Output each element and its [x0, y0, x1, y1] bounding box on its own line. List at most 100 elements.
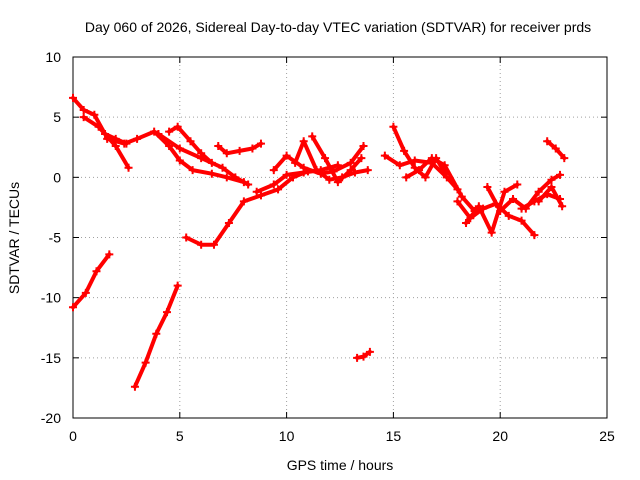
x-tick-label-5: 5	[176, 428, 184, 444]
y-tick-label-10: 10	[45, 49, 61, 65]
y-tick-label-5: 5	[53, 109, 61, 125]
data-point-pass-a-1	[79, 105, 88, 114]
data-point-pass-h-0	[252, 187, 261, 196]
series-pass-n	[404, 156, 477, 213]
data-point-pass-a-2	[90, 110, 99, 119]
data-point-pass-v-4	[173, 281, 182, 290]
data-point-pass-l-3	[421, 173, 430, 182]
data-point-pass-g-4	[239, 197, 248, 206]
data-point-pass-t-0	[543, 137, 552, 146]
data-point-pass-u-1	[81, 288, 90, 297]
series-pass-a	[71, 95, 129, 146]
data-point-pass-q-1	[496, 207, 505, 216]
data-point-pass-q-0	[483, 182, 492, 191]
x-tick-label-20: 20	[492, 428, 508, 444]
data-point-pass-f-4	[256, 139, 265, 148]
axes	[72, 56, 608, 419]
data-point-pass-g-5	[256, 191, 265, 200]
data-point-pass-p-3	[500, 187, 509, 196]
y-tick-label--5: -5	[49, 230, 62, 246]
data-point-pass-k-4	[357, 154, 366, 163]
data-point-pass-d-3	[218, 163, 227, 172]
data-point-pass-c-0	[103, 134, 112, 143]
data-point-pass-o-4	[504, 211, 513, 220]
data-point-pass-m-0	[380, 151, 389, 160]
data-point-pass-r-0	[517, 204, 526, 213]
data-point-pass-s-0	[534, 197, 543, 206]
data-point-pass-j-5	[350, 168, 359, 177]
data-point-pass-f-0	[214, 142, 223, 151]
data-point-pass-u-2	[92, 267, 101, 276]
data-point-pass-e-1	[173, 122, 182, 131]
data-point-pass-i-1	[282, 151, 291, 160]
data-point-pass-g-0	[182, 233, 191, 242]
data-point-pass-q-6	[556, 170, 565, 179]
data-point-pass-e-0	[165, 127, 174, 136]
y-axis-label: SDTVAR / TECUs	[6, 182, 22, 294]
data-point-pass-i-0	[269, 166, 278, 175]
series-pass-u	[71, 252, 112, 310]
chart-title: Day 060 of 2026, Sidereal Day-to-day VTE…	[85, 19, 591, 35]
data-point-pass-o-5	[517, 216, 526, 225]
data-point-pass-d-0	[154, 130, 163, 139]
data-point-pass-h-2	[282, 170, 291, 179]
data-point-pass-b-0	[79, 113, 88, 122]
data-point-pass-e-4	[207, 158, 216, 167]
x-tick-label-15: 15	[386, 428, 402, 444]
data-point-pass-u-3	[105, 250, 114, 259]
data-point-pass-h-1	[269, 180, 278, 189]
data-point-pass-k-1	[321, 154, 330, 163]
data-point-pass-i-5	[346, 158, 355, 167]
data-point-pass-k-3	[346, 166, 355, 175]
data-point-pass-l-1	[400, 146, 409, 155]
data-point-pass-n-0	[402, 173, 411, 182]
data-point-pass-v-3	[162, 308, 171, 317]
x-tick-label-10: 10	[279, 428, 295, 444]
y-tick-label-0: 0	[53, 169, 61, 185]
data-point-pass-g-2	[209, 240, 218, 249]
data-point-pass-n-1	[415, 166, 424, 175]
data-point-pass-b-3	[124, 163, 133, 172]
data-point-pass-u-0	[69, 303, 77, 312]
data-point-pass-o-0	[453, 197, 462, 206]
data-point-pass-i-2	[299, 163, 308, 172]
data-point-pass-f-1	[222, 149, 231, 158]
data-point-pass-m-1	[395, 161, 404, 170]
data-point-pass-c-5	[175, 156, 184, 165]
data-point-pass-f-2	[235, 146, 244, 155]
data-point-pass-v-1	[141, 358, 150, 367]
data-point-pass-j-3	[325, 175, 334, 184]
data-point-pass-p-4	[513, 180, 522, 189]
data-point-pass-s-1	[547, 182, 556, 191]
data-point-pass-k-2	[333, 178, 342, 187]
data-traces	[69, 93, 569, 391]
data-point-pass-e-2	[186, 137, 195, 146]
y-tick-label--10: -10	[41, 290, 61, 306]
data-point-pass-c-7	[207, 169, 216, 178]
data-point-pass-t-2	[560, 154, 569, 163]
data-point-pass-j-2	[312, 166, 321, 175]
data-point-pass-j-0	[291, 158, 300, 167]
data-point-pass-q-2	[509, 194, 518, 203]
x-tick-label-25: 25	[599, 428, 615, 444]
data-point-pass-n-4	[457, 192, 466, 201]
data-point-pass-c-6	[188, 166, 197, 175]
data-point-pass-q-4	[534, 187, 543, 196]
data-point-pass-t-1	[551, 144, 560, 153]
y-tick-label--20: -20	[41, 410, 61, 426]
data-point-pass-e-3	[197, 149, 206, 158]
data-point-pass-k-0	[308, 132, 317, 141]
data-point-pass-n-3	[440, 161, 449, 170]
gridlines	[73, 57, 607, 418]
data-point-pass-d-5	[244, 180, 253, 189]
data-point-pass-p-0	[462, 219, 471, 228]
data-point-pass-v-0	[130, 382, 139, 391]
y-tick-label--15: -15	[41, 350, 61, 366]
series-pass-m	[382, 153, 460, 192]
data-point-pass-g-6	[274, 185, 283, 194]
data-point-pass-j-6	[363, 166, 372, 175]
tick-labels: 0 5 10 15 20 25 -20 -15 -10 -5 0 5 10	[41, 49, 615, 444]
data-point-pass-d-1	[175, 144, 184, 153]
data-point-pass-n-2	[427, 154, 436, 163]
